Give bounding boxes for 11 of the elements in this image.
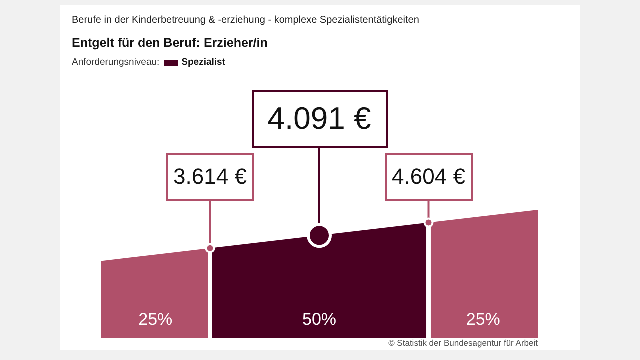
text: 4.091 € [252,90,388,148]
text: © Statistik der Bundesagentur für Arbeit [388,338,538,348]
text: Entgelt für den Beruf: Erzieher/in [72,36,268,50]
legend-title: Anforderungsniveau: [72,57,160,68]
text: 4.604 € [384,153,473,201]
text: 3.614 € [166,153,254,201]
text: Berufe in der Kinderbetreuung & -erziehung - komplexe Spezialistentätigkeiten [72,15,420,26]
legend-label: Spezialist [182,57,226,68]
data-label: 50% [302,310,337,330]
data-label: 25% [466,310,500,330]
data-label: 25% [138,310,173,330]
